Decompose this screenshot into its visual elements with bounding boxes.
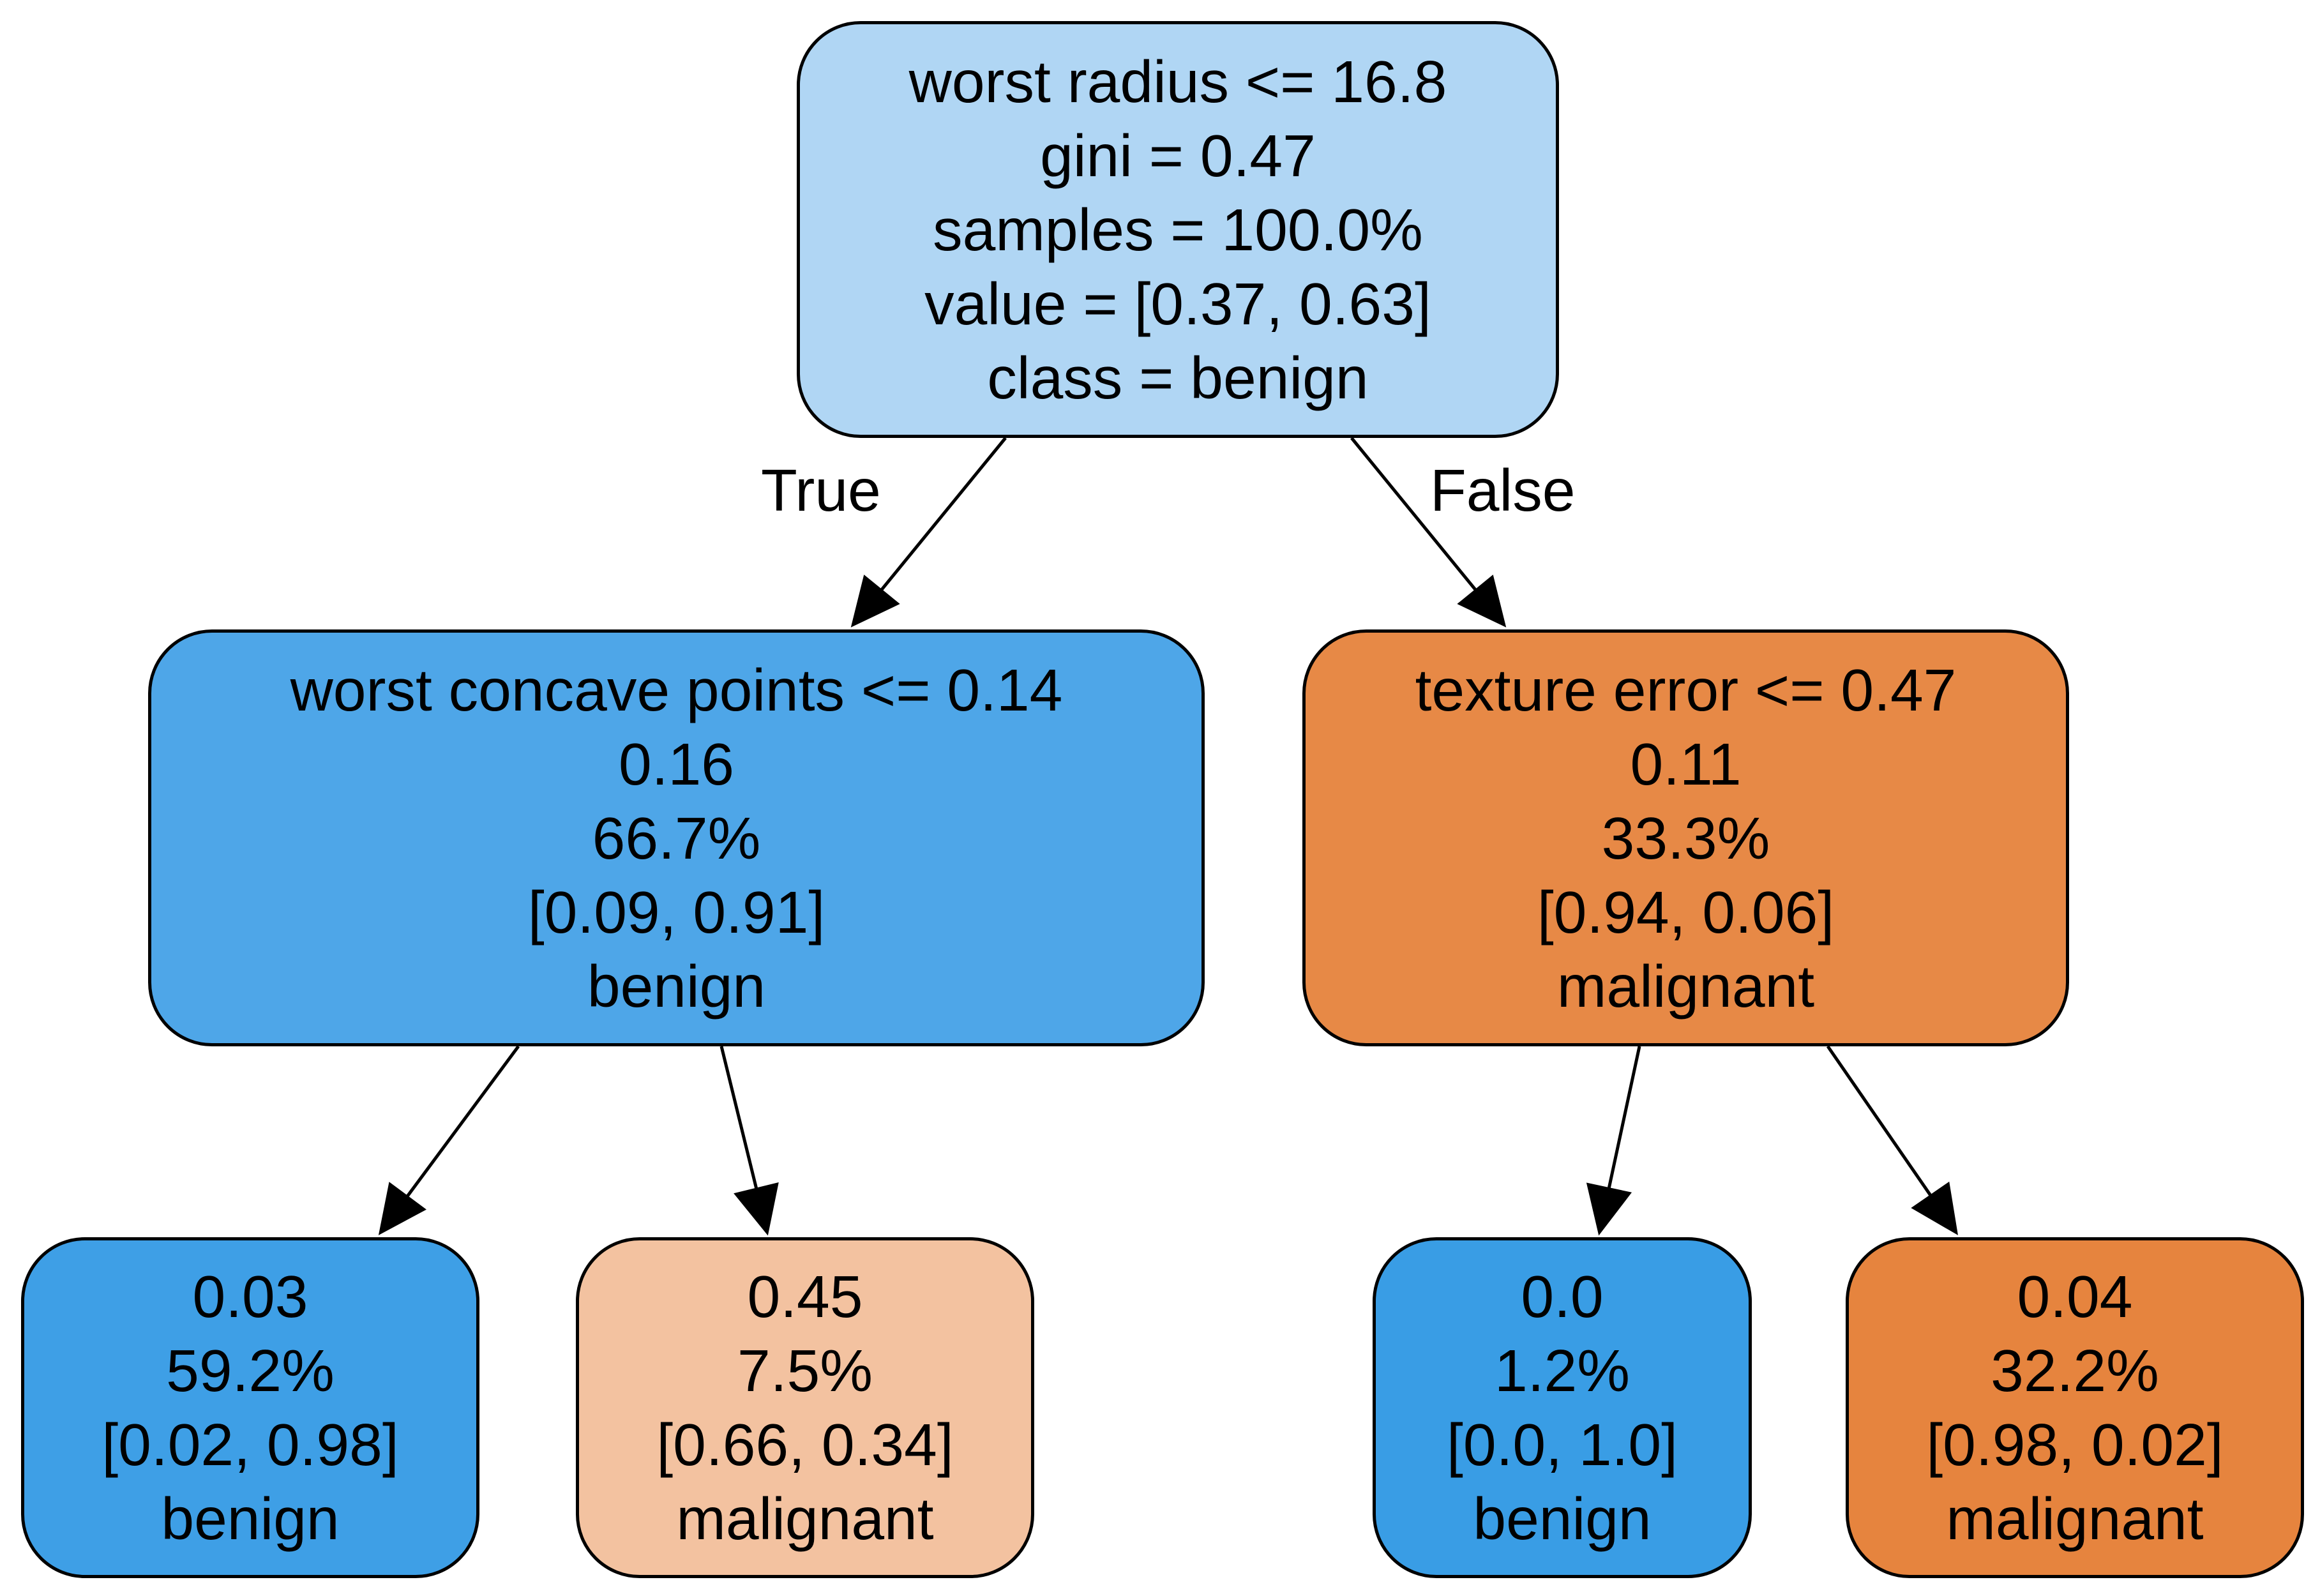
node-text-line: benign: [161, 1486, 340, 1552]
node-text-line: [0.66, 0.34]: [656, 1412, 954, 1478]
edge-line-right-rr: [1826, 1045, 1932, 1197]
tree-leaf-3: 0.0 1.2% [0.0, 1.0] benign: [1373, 1237, 1752, 1578]
node-text-line: 0.04: [2017, 1263, 2133, 1330]
node-text-line: 7.5%: [737, 1337, 873, 1404]
node-text-line: samples = 100.0%: [933, 196, 1423, 263]
node-text-line: 0.11: [1630, 730, 1742, 797]
node-text-line: gini = 0.47: [1040, 122, 1316, 189]
edge-line-right-rl: [1607, 1046, 1641, 1189]
node-text-line: value = [0.37, 0.63]: [924, 270, 1431, 337]
tree-node-worst-concave-points: worst concave points <= 0.14 0.16 66.7% [0.…: [148, 629, 1205, 1046]
node-text-line: texture error <= 0.47: [1415, 656, 1957, 723]
node-text-line: [0.02, 0.98]: [102, 1412, 399, 1478]
edge-line-root-right: [1350, 437, 1477, 591]
node-text-line: 66.7%: [592, 804, 761, 871]
arrowhead-icon: [378, 1182, 426, 1235]
arrowhead-icon: [734, 1182, 779, 1236]
node-text-line: [0.09, 0.91]: [527, 878, 825, 945]
tree-node-texture-error: texture error <= 0.47 0.11 33.3% [0.94, 0.0…: [1302, 629, 2069, 1046]
node-text-line: 33.3%: [1601, 804, 1770, 871]
edge-label-true: True: [761, 457, 881, 523]
node-text-line: worst radius <= 16.8: [908, 48, 1447, 115]
node-text-line: [0.94, 0.06]: [1537, 878, 1835, 945]
arrowhead-icon: [1586, 1182, 1632, 1236]
edge-line-left-ll: [405, 1045, 520, 1198]
tree-leaf-4: 0.04 32.2% [0.98, 0.02] malignant: [1846, 1237, 2304, 1578]
arrowhead-icon: [1911, 1181, 1958, 1235]
node-text-line: 32.2%: [1991, 1337, 2159, 1404]
node-text-line: [0.98, 0.02]: [1926, 1412, 2224, 1478]
node-text-line: benign: [587, 952, 766, 1020]
node-text-line: 0.16: [618, 730, 734, 797]
node-text-line: 0.03: [192, 1263, 308, 1330]
node-text-line: malignant: [676, 1486, 934, 1552]
arrowhead-icon: [850, 575, 900, 628]
node-text-line: worst concave points <= 0.14: [290, 656, 1063, 723]
arrowhead-icon: [1457, 575, 1507, 628]
tree-node-root: worst radius <= 16.8 gini = 0.47 samples =…: [797, 21, 1559, 438]
node-text-line: 1.2%: [1495, 1337, 1630, 1404]
node-text-line: malignant: [1556, 952, 1815, 1020]
edge-line-left-lr: [719, 1046, 758, 1189]
node-text-line: class = benign: [987, 344, 1369, 411]
node-text-line: malignant: [1946, 1486, 2204, 1552]
tree-leaf-1: 0.03 59.2% [0.02, 0.98] benign: [21, 1237, 479, 1578]
node-text-line: 0.45: [747, 1263, 863, 1330]
tree-leaf-2: 0.45 7.5% [0.66, 0.34] malignant: [576, 1237, 1034, 1578]
edge-line-root-left: [880, 437, 1007, 591]
edge-label-false: False: [1430, 457, 1576, 523]
node-text-line: 59.2%: [166, 1337, 335, 1404]
node-text-line: benign: [1473, 1486, 1652, 1552]
node-text-line: [0.0, 1.0]: [1447, 1412, 1678, 1478]
node-text-line: 0.0: [1521, 1263, 1604, 1330]
